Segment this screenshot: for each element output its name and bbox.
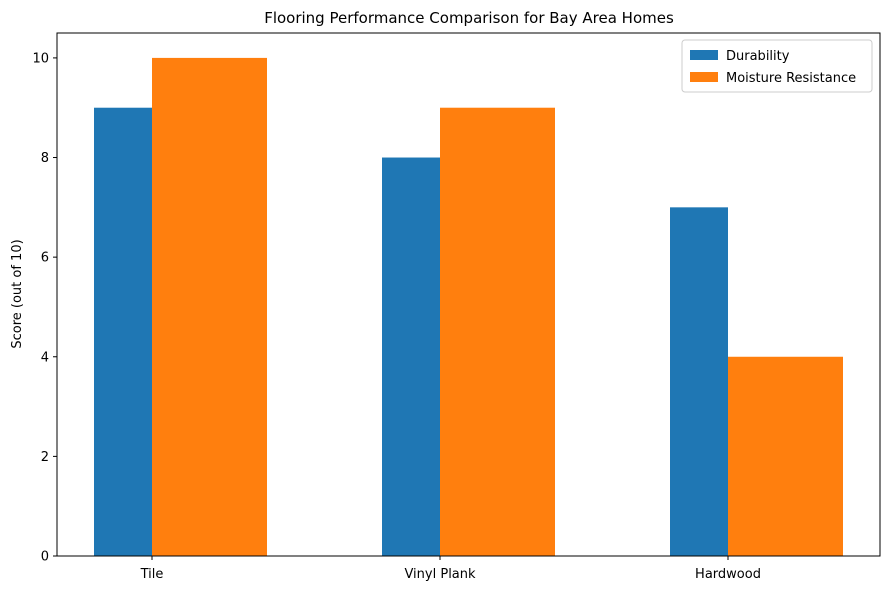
y-tick-label: 2 [41, 450, 49, 465]
bar-durability-hardwood [670, 207, 728, 557]
y-tick-label: 8 [41, 151, 49, 166]
y-tick-label: 6 [41, 251, 49, 266]
x-tick-label: Vinyl Plank [404, 567, 476, 582]
legend-swatch [690, 50, 718, 60]
x-tick-label: Tile [140, 567, 164, 582]
bar-moisture-resistance-hardwood [728, 356, 843, 556]
bar-moisture-resistance-tile [152, 57, 267, 557]
axes-layer: Tile Vinyl Plank Hardwood 0 2 4 6 8 10 [32, 32, 881, 582]
y-tick-label: 10 [32, 51, 49, 66]
y-tick-label: 0 [41, 550, 49, 565]
plot-frame [56, 32, 881, 557]
legend: Durability Moisture Resistance [681, 39, 873, 93]
bar-durability-tile [94, 107, 152, 556]
chart-title: Flooring Performance Comparison for Bay … [264, 9, 674, 27]
bar-durability-vinyl-plank [382, 157, 440, 556]
legend-swatch [690, 72, 718, 82]
x-tick-label: Hardwood [695, 567, 761, 582]
legend-box [681, 39, 873, 93]
bar-moisture-resistance-vinyl-plank [440, 107, 555, 556]
y-tick-label: 4 [41, 350, 49, 365]
legend-label: Durability [726, 49, 790, 64]
legend-label: Moisture Resistance [726, 71, 856, 86]
bars-layer [94, 57, 843, 557]
y-axis-title: Score (out of 10) [10, 239, 25, 348]
